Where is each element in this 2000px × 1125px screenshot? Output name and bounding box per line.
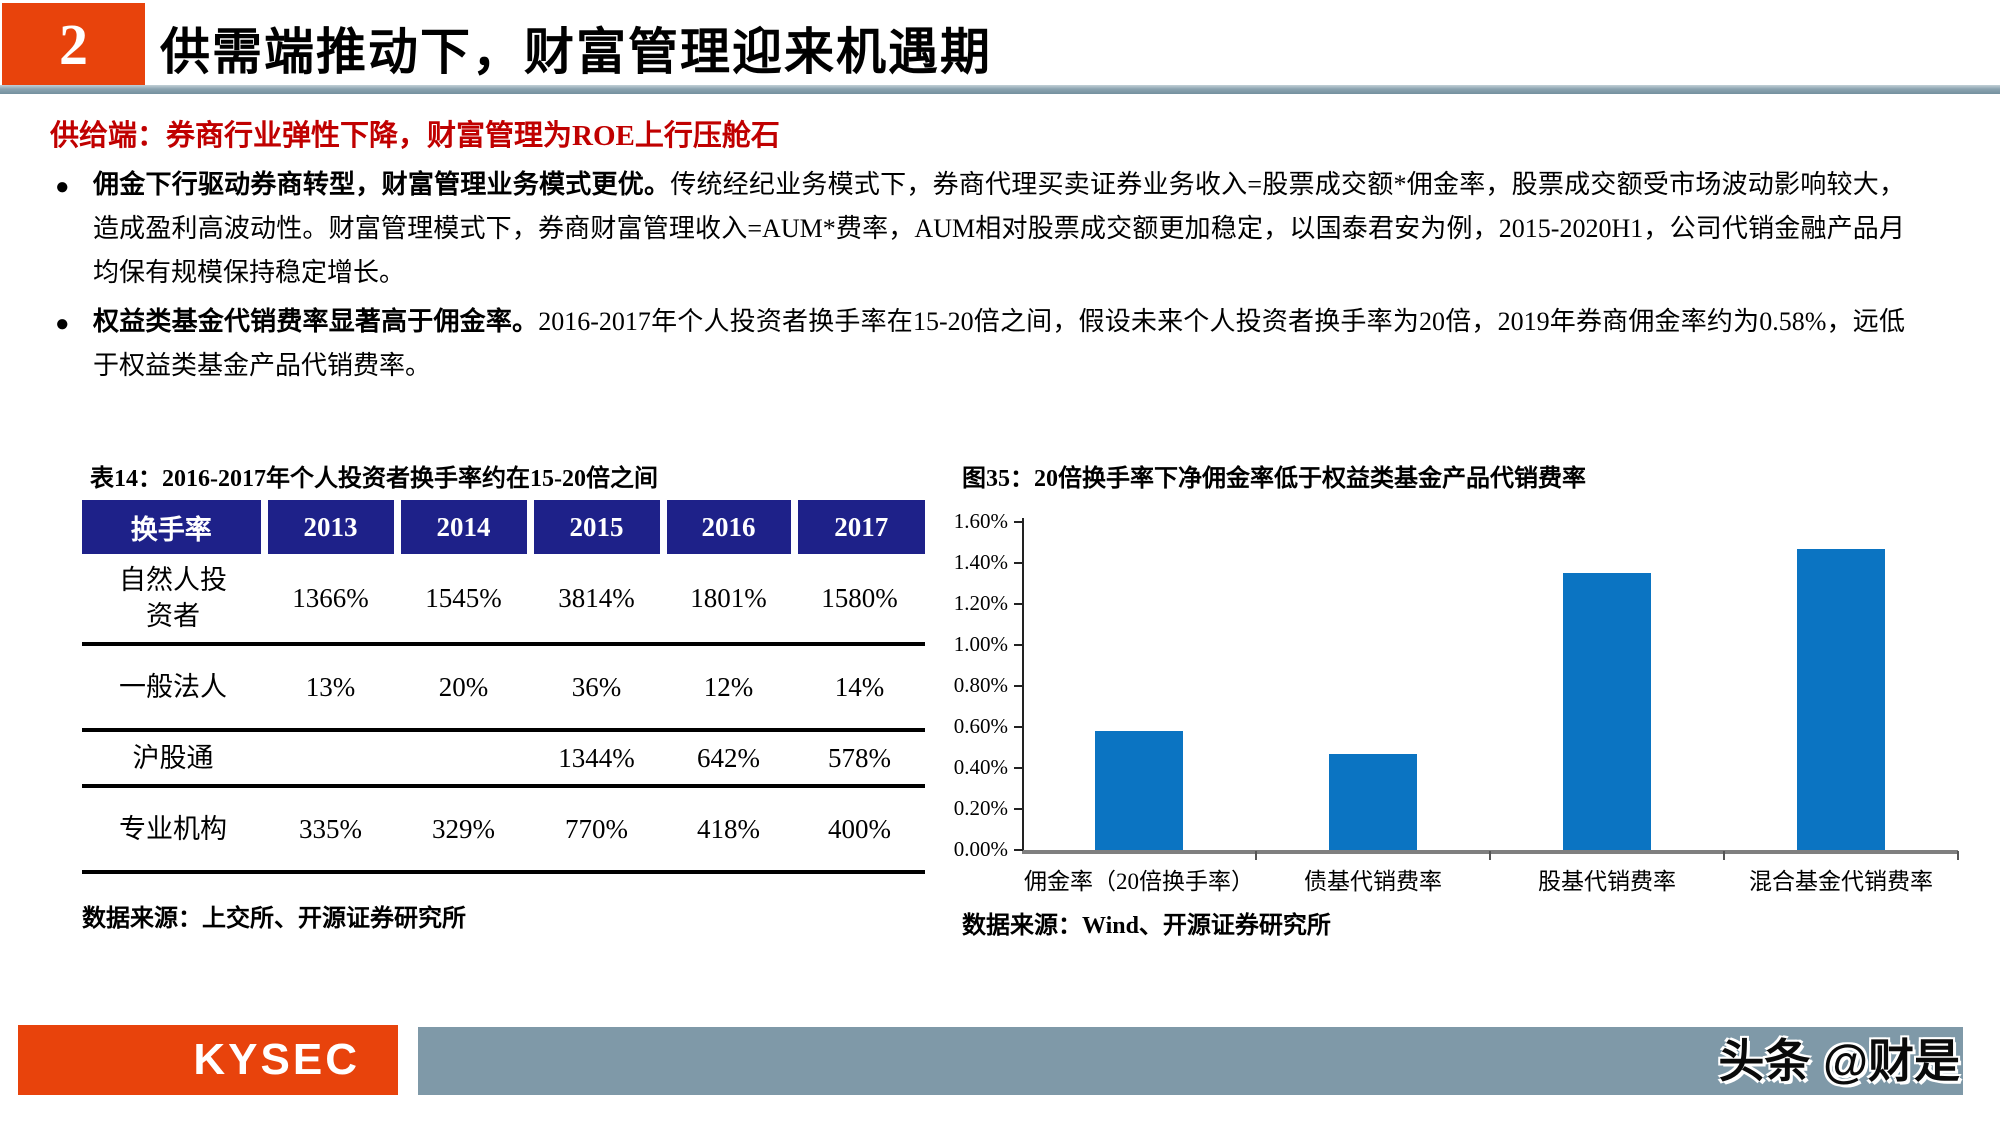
section-number-badge: 2 xyxy=(2,3,145,86)
bullet-icon: ● xyxy=(55,311,70,337)
table-cell: 1545% xyxy=(425,582,502,613)
table-cell: 13% xyxy=(305,671,356,702)
y-axis-tick xyxy=(1014,685,1023,687)
y-axis-label: 1.60% xyxy=(953,509,1008,533)
table-header-cell: 换手率 xyxy=(82,500,268,554)
y-axis-label: 0.40% xyxy=(953,755,1008,779)
watermark-caishi: 头条 @财是 xyxy=(1718,1035,1960,1087)
y-axis-label: 0.00% xyxy=(953,837,1008,861)
y-axis-tick xyxy=(1014,808,1023,810)
table-header-cell: 2015 xyxy=(530,500,667,554)
supply-side-subtitle: 供给端：券商行业弹性下降，财富管理为ROE上行压舱石 xyxy=(50,120,780,152)
row-label: 自然人投资者 xyxy=(119,565,227,631)
bullet-lead: 佣金下行驱动券商转型，财富管理业务模式更优。 xyxy=(93,170,671,199)
row-label: 沪股通 xyxy=(132,743,214,773)
table-cell: 1344% xyxy=(558,742,635,773)
table-cell: 1580% xyxy=(821,582,898,613)
bullet-body: 传统经纪业务模式下，券商代理买卖证券业务收入=股票成交额*佣金率，股票成交额受市… xyxy=(93,170,1905,287)
bullet-item-2: ● 权益类基金代销费率显著高于佣金率。2016-2017年个人投资者换手率在15… xyxy=(55,300,1905,388)
chart-source: 数据来源：Wind、开源证券研究所 xyxy=(962,913,1331,939)
bullet-text: 佣金下行驱动券商转型，财富管理业务模式更优。传统经纪业务模式下，券商代理买卖证券… xyxy=(93,163,1905,295)
brand-logo-kysec: KYSEC xyxy=(18,1025,398,1095)
table-cell xyxy=(264,730,397,786)
y-axis-tick xyxy=(1014,521,1023,523)
table-cell: 36% xyxy=(571,671,622,702)
y-axis-label: 0.20% xyxy=(953,796,1008,820)
page-title: 供需端推动下，财富管理迎来机遇期 xyxy=(160,24,992,80)
table-cell: 578% xyxy=(828,742,891,773)
y-axis-tick xyxy=(1014,562,1023,564)
row-label: 一般法人 xyxy=(119,672,227,702)
bar-4 xyxy=(1797,548,1885,850)
bullet-text: 权益类基金代销费率显著高于佣金率。2016-2017年个人投资者换手率在15-2… xyxy=(93,300,1905,388)
table-cell: 400% xyxy=(828,813,891,844)
table-cell: 12% xyxy=(703,671,754,702)
table-row: 自然人投资者 1366% 1545% 3814% 1801% 1580% xyxy=(82,554,925,644)
y-axis-line xyxy=(1022,518,1024,850)
bar-1 xyxy=(1095,731,1183,850)
x-category-label: 佣金率（20倍换手率） xyxy=(1024,869,1254,894)
table-cell: 335% xyxy=(299,813,362,844)
y-axis-tick xyxy=(1014,767,1023,769)
table-header-cell: 2014 xyxy=(397,500,534,554)
table-cell: 20% xyxy=(438,671,489,702)
table-header-cell: 2013 xyxy=(264,500,401,554)
x-axis-tick xyxy=(1723,851,1725,860)
table-cell: 770% xyxy=(565,813,628,844)
y-axis-label: 0.80% xyxy=(953,673,1008,697)
x-axis-tick xyxy=(1489,851,1491,860)
table-row: 沪股通 1344% 642% 578% xyxy=(82,730,925,786)
header-divider xyxy=(0,85,2000,94)
table-source: 数据来源：上交所、开源证券研究所 xyxy=(82,906,466,932)
x-category-label: 股基代销费率 xyxy=(1538,869,1676,894)
x-category-label: 混合基金代销费率 xyxy=(1749,869,1933,894)
bar-2 xyxy=(1329,753,1417,850)
bar-3 xyxy=(1563,573,1651,850)
row-label: 专业机构 xyxy=(119,814,227,844)
table-cell: 329% xyxy=(432,813,495,844)
chart-title: 图35：20倍换手率下净佣金率低于权益类基金产品代销费率 xyxy=(962,466,1586,492)
table-header-cell: 2017 xyxy=(794,500,925,554)
table-cell: 3814% xyxy=(558,582,635,613)
y-axis-tick xyxy=(1014,726,1023,728)
bullet-item-1: ● 佣金下行驱动券商转型，财富管理业务模式更优。传统经纪业务模式下，券商代理买卖… xyxy=(55,163,1905,295)
table-cell xyxy=(397,730,530,786)
table-cell: 418% xyxy=(697,813,760,844)
table-row: 专业机构 335% 329% 770% 418% 400% xyxy=(82,786,925,872)
turnover-table: 换手率 2013 2014 2015 2016 2017 自然人投资者 1366% 1545%… xyxy=(82,500,925,874)
table-row: 一般法人 13% 20% 36% 12% 14% xyxy=(82,644,925,730)
y-axis-tick xyxy=(1014,849,1023,851)
y-axis-label: 1.20% xyxy=(953,591,1008,615)
bullet-lead: 权益类基金代销费率显著高于佣金率。 xyxy=(93,307,539,336)
table-header-cell: 2016 xyxy=(663,500,798,554)
table-cell: 1366% xyxy=(292,582,369,613)
table-title: 表14：2016-2017年个人投资者换手率约在15-20倍之间 xyxy=(90,466,658,492)
y-axis-label: 0.60% xyxy=(953,714,1008,738)
y-axis-label: 1.40% xyxy=(953,550,1008,574)
x-axis-tick xyxy=(1957,851,1959,860)
bullet-body: 2016-2017年个人投资者换手率在15-20倍之间，假设未来个人投资者换手率… xyxy=(93,307,1905,380)
x-category-label: 债基代销费率 xyxy=(1304,869,1442,894)
footer-bar xyxy=(418,1027,1963,1095)
y-axis-tick xyxy=(1014,603,1023,605)
table-cell: 642% xyxy=(697,742,760,773)
x-axis-tick xyxy=(1255,851,1257,860)
bullet-icon: ● xyxy=(55,174,70,200)
table-header-row: 换手率 2013 2014 2015 2016 2017 xyxy=(82,500,925,554)
y-axis-tick xyxy=(1014,644,1023,646)
table-cell: 1801% xyxy=(690,582,767,613)
bar-chart: 0.00% 0.20% 0.40% 0.60% 0.80% 1.00% 1.20% 1.40%… xyxy=(954,511,1970,945)
y-axis-label: 1.00% xyxy=(953,632,1008,656)
table-cell: 14% xyxy=(834,671,885,702)
